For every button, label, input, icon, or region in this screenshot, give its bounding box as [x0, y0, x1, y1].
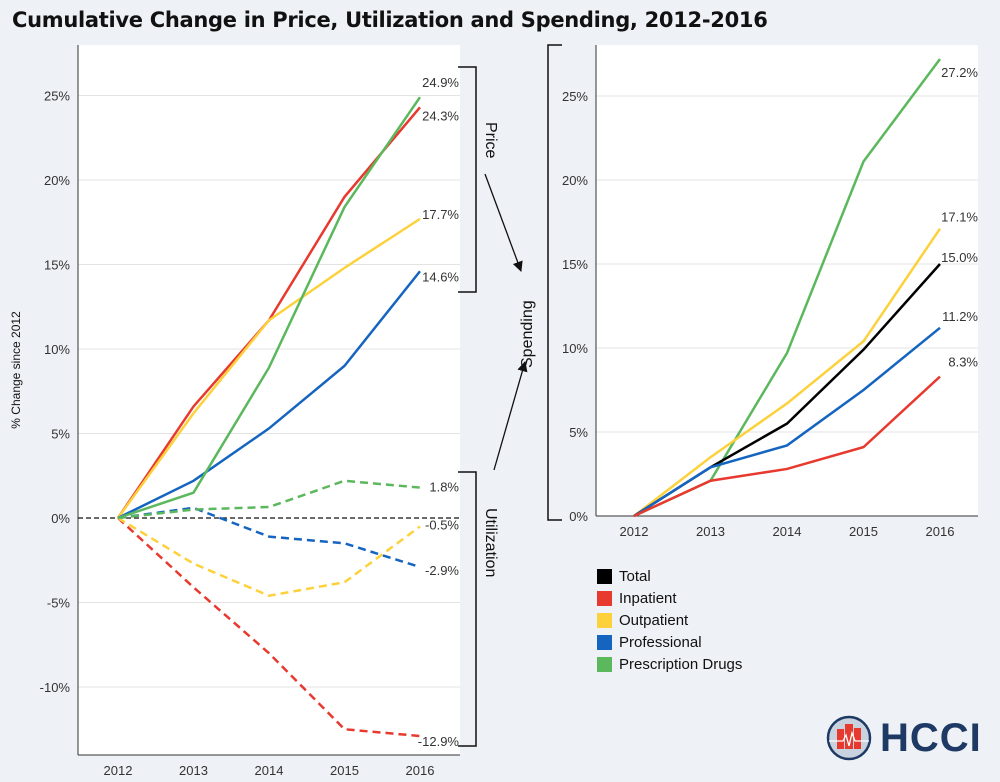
- legend-swatch: [597, 590, 612, 606]
- data-label: 11.2%: [942, 309, 978, 324]
- legend-swatch: [597, 568, 612, 584]
- data-label: 8.3%: [948, 355, 978, 370]
- utilization-bracket: [458, 471, 477, 747]
- y-tick-label: 5%: [51, 427, 70, 442]
- legend-label: Professional: [619, 633, 702, 651]
- hcci-logo: HCCI: [826, 715, 982, 761]
- series-line-prescription-drugs-price: [117, 96, 422, 520]
- y-tick-label: 10%: [44, 342, 70, 357]
- data-label: 17.1%: [941, 210, 978, 225]
- y-tick-label: -5%: [47, 596, 71, 611]
- price-bracket: [458, 66, 477, 293]
- utilization-annotation: Utilization: [482, 508, 499, 577]
- series-line-professional-price: [117, 270, 421, 520]
- hcci-logo-icon: [826, 715, 872, 761]
- x-tick-label: 2013: [179, 763, 208, 778]
- legend-swatch: [597, 634, 612, 650]
- x-tick-label: 2014: [773, 524, 802, 539]
- series-line-inpatient: [633, 375, 941, 518]
- data-label: 15.0%: [941, 250, 978, 265]
- logo-text: HCCI: [880, 715, 982, 760]
- legend-item: Professional: [597, 631, 742, 653]
- y-tick-label: 0%: [51, 511, 70, 526]
- data-label: -2.9%: [425, 563, 459, 578]
- y-tick-label: 20%: [562, 173, 588, 188]
- legend-label: Prescription Drugs: [619, 655, 743, 673]
- y-tick-label: 25%: [44, 89, 70, 104]
- plot-area: [78, 45, 460, 755]
- x-tick-label: 2014: [255, 763, 284, 778]
- legend-label: Outpatient: [619, 611, 689, 629]
- y-tick-label: 15%: [562, 257, 588, 272]
- spending-bracket: [547, 44, 562, 521]
- y-tick-label: 10%: [562, 341, 588, 356]
- data-label: 17.7%: [422, 207, 459, 222]
- right-chart-spending: 0% 5% 10% 15% 20% 25% 2012 2013 2014 2015 2016 27.2…: [562, 45, 978, 539]
- data-label: -12.9%: [418, 734, 460, 749]
- legend-item: Total: [597, 565, 742, 587]
- y-tick-label: -10%: [40, 680, 71, 695]
- series-line-outpatient-price: [116, 217, 421, 519]
- price-arrow: [484, 173, 523, 272]
- legend-item: Outpatient: [597, 609, 742, 631]
- spending-annotation: Spending: [519, 300, 536, 368]
- legend-item: Prescription Drugs: [597, 653, 742, 675]
- y-tick-label: 20%: [44, 173, 70, 188]
- series-line-professional-utilization: [117, 506, 421, 569]
- x-tick-label: 2012: [104, 763, 133, 778]
- data-label: 1.8%: [429, 480, 459, 495]
- chart-title: Cumulative Change in Price, Utilization …: [12, 8, 768, 32]
- price-annotation: Price: [482, 122, 499, 159]
- series-line-professional: [633, 326, 941, 518]
- legend-label: Total: [619, 567, 651, 585]
- x-tick-label: 2016: [926, 524, 955, 539]
- y-tick-label: 5%: [569, 425, 588, 440]
- plot-area: [596, 45, 978, 516]
- legend-item: Inpatient: [597, 587, 742, 609]
- legend: Total Inpatient Outpatient Professional Pres…: [597, 565, 742, 675]
- x-tick-label: 2012: [620, 524, 649, 539]
- y-axis-label: % Change since 2012: [9, 311, 23, 429]
- x-tick-label: 2013: [696, 524, 725, 539]
- data-label: -0.5%: [425, 517, 459, 532]
- series-line-outpatient: [633, 228, 942, 517]
- data-label: 24.9%: [422, 75, 459, 90]
- legend-label: Inpatient: [619, 589, 677, 607]
- y-tick-label: 25%: [562, 89, 588, 104]
- data-label: 27.2%: [941, 65, 978, 80]
- x-tick-label: 2015: [330, 763, 359, 778]
- utilization-arrow: [493, 361, 528, 471]
- legend-swatch: [597, 656, 612, 672]
- y-tick-label: 15%: [44, 258, 70, 273]
- data-label: 24.3%: [422, 108, 459, 123]
- x-tick-label: 2015: [849, 524, 878, 539]
- left-chart-price-utilization: -10% -5% 0% 5% 10% 15% 20% 25% 2012 2013 2014 2015 2…: [9, 45, 460, 778]
- y-tick-label: 0%: [569, 509, 588, 524]
- legend-swatch: [597, 612, 612, 628]
- data-label: 14.6%: [422, 269, 459, 284]
- x-tick-label: 2016: [406, 763, 435, 778]
- series-line-outpatient-utilization: [117, 516, 421, 598]
- series-line-inpatient-utilization: [117, 517, 421, 738]
